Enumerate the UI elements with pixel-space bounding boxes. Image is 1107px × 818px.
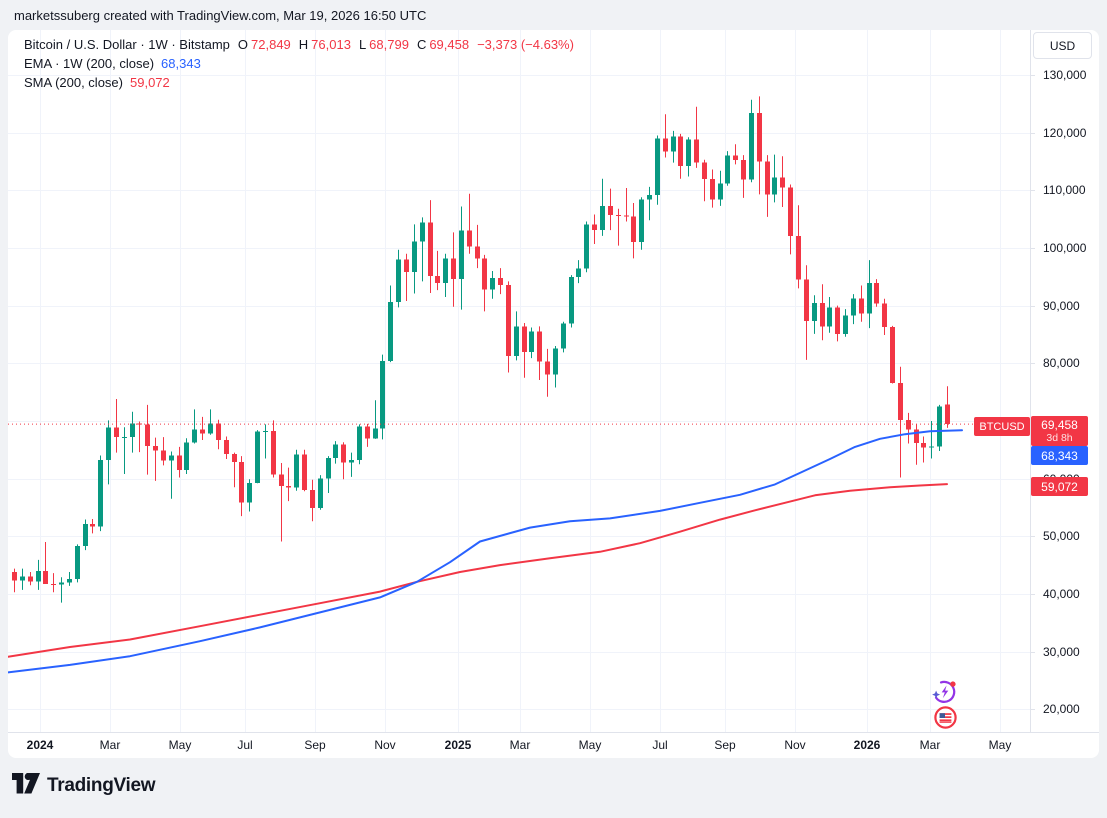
- symbol-price-flag: BTCUSD: [974, 417, 1030, 436]
- ai-spark-event-icon[interactable]: [931, 678, 958, 705]
- price-axis-label: 50,000: [1043, 529, 1080, 544]
- ema-label: EMA · 1W (200, close): [24, 56, 155, 71]
- time-axis-label: 2024: [26, 738, 54, 752]
- time-axis-label: Jul: [652, 738, 668, 752]
- chart-legend: Bitcoin / U.S. Dollar · 1W · Bitstamp O 72…: [24, 35, 574, 92]
- time-axis[interactable]: 2024 Mar May Jul Sep Nov 2025 Mar May Jul Sep Nov 20…: [8, 733, 1030, 757]
- price-axis[interactable]: 130,000 120,000 110,000 100,000 90,000 80,000…: [1030, 30, 1099, 732]
- sma-value: 59,072: [130, 75, 170, 90]
- sma-label: SMA (200, close): [24, 75, 123, 90]
- time-axis-label: 2025: [444, 738, 472, 752]
- time-axis-label: Mar: [919, 738, 941, 752]
- time-axis-label: Sep: [714, 738, 736, 752]
- change-value: −3,373 (−4.63%): [477, 37, 574, 52]
- currency-toggle-button[interactable]: USD: [1033, 32, 1092, 59]
- time-axis-label: May: [988, 738, 1012, 752]
- price-axis-label: 100,000: [1043, 240, 1087, 255]
- close-label: C: [416, 37, 427, 52]
- ema-legend-row[interactable]: EMA · 1W (200, close) 68,343: [24, 54, 574, 73]
- price-axis-label: 20,000: [1043, 702, 1080, 717]
- price-axis-label: 120,000: [1043, 125, 1087, 140]
- candlestick-chart[interactable]: [8, 30, 1099, 758]
- time-axis-label: Nov: [784, 738, 806, 752]
- last-price-label: 69,458 3d 8h: [1031, 416, 1088, 446]
- ema-price-label: 68,343: [1031, 446, 1088, 465]
- us-flag-event-icon[interactable]: [934, 706, 957, 729]
- tradingview-logo-icon[interactable]: [12, 773, 40, 799]
- low-value: 68,799: [369, 37, 409, 52]
- attribution-text: marketssuberg created with TradingView.c…: [14, 8, 427, 23]
- sma-legend-row[interactable]: SMA (200, close) 59,072: [24, 73, 574, 92]
- price-axis-label: 80,000: [1043, 356, 1080, 371]
- bar-countdown: 3d 8h: [1046, 431, 1073, 444]
- ema-value: 68,343: [161, 56, 201, 71]
- time-axis-label: Mar: [509, 738, 531, 752]
- time-axis-label: 2026: [853, 738, 881, 752]
- sma-price-label: 59,072: [1031, 477, 1088, 496]
- time-axis-label: May: [578, 738, 602, 752]
- price-axis-label: 40,000: [1043, 586, 1080, 601]
- price-axis-label: 130,000: [1043, 68, 1087, 82]
- open-value: 72,849: [251, 37, 291, 52]
- time-axis-label: Nov: [374, 738, 396, 752]
- high-value: 76,013: [311, 37, 351, 52]
- low-label: L: [358, 37, 367, 52]
- price-axis-label: 30,000: [1043, 644, 1080, 659]
- time-axis-label: Jul: [237, 738, 253, 752]
- time-axis-label: Sep: [304, 738, 326, 752]
- price-axis-label: 110,000: [1043, 183, 1086, 198]
- symbol-title[interactable]: Bitcoin / U.S. Dollar · 1W · Bitstamp: [24, 37, 230, 52]
- high-label: H: [298, 37, 309, 52]
- last-price-value: 69,458: [1041, 417, 1078, 432]
- open-label: O: [237, 37, 249, 52]
- tradingview-logo-text[interactable]: TradingView: [47, 775, 156, 796]
- close-value: 69,458: [429, 37, 470, 52]
- chart-card: Bitcoin / U.S. Dollar · 1W · Bitstamp O 72…: [8, 30, 1099, 758]
- time-axis-label: Mar: [99, 738, 121, 752]
- price-axis-label: 90,000: [1043, 298, 1080, 313]
- footer: TradingView: [12, 771, 156, 801]
- symbol-legend-row: Bitcoin / U.S. Dollar · 1W · Bitstamp O 72…: [24, 35, 574, 54]
- time-axis-label: May: [168, 738, 192, 752]
